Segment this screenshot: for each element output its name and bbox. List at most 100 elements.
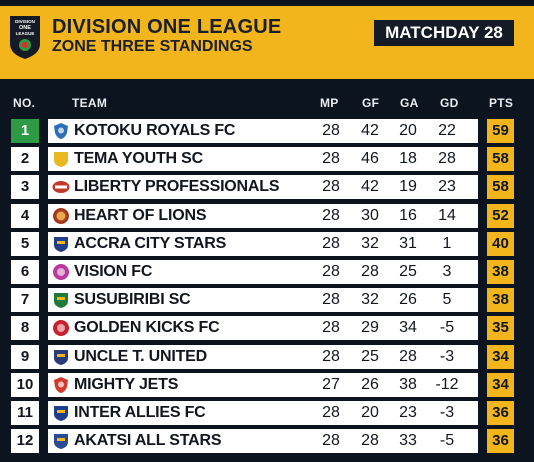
points-cell: 36 xyxy=(487,429,514,453)
matches-played-cell: 28 xyxy=(322,319,340,336)
position-cell: 1 xyxy=(11,119,39,143)
header-top-strip xyxy=(0,0,534,6)
goal-difference-cell: 3 xyxy=(442,263,452,280)
column-header-no: NO. xyxy=(13,96,36,110)
points-cell: 59 xyxy=(487,119,514,143)
goals-for-cell: 26 xyxy=(361,376,379,393)
league-logo-icon: DIVISION ONE LEAGUE xyxy=(10,16,40,59)
team-row-bar xyxy=(48,260,478,284)
goals-against-cell: 38 xyxy=(399,376,417,393)
points-cell: 36 xyxy=(487,401,514,425)
points-cell: 52 xyxy=(487,204,514,228)
goal-difference-cell: -5 xyxy=(439,432,455,449)
points-cell: 38 xyxy=(487,288,514,312)
matches-played-cell: 27 xyxy=(322,376,340,393)
goals-for-cell: 30 xyxy=(361,207,379,224)
goal-difference-cell: 14 xyxy=(438,207,456,224)
goals-against-cell: 16 xyxy=(399,207,417,224)
points-cell: 34 xyxy=(487,373,514,397)
shield-icon xyxy=(52,150,70,168)
goal-difference-cell: -3 xyxy=(439,348,455,365)
position-cell: 4 xyxy=(11,204,39,228)
table-row: 5 ACCRA CITY STARS 28 32 31 1 40 xyxy=(0,232,534,256)
table-row: 8 GOLDEN KICKS FC 28 29 34 -5 35 xyxy=(0,316,534,340)
team-row-bar xyxy=(48,175,478,199)
goals-against-cell: 25 xyxy=(399,263,417,280)
table-row: 2 TEMA YOUTH SC 28 46 18 28 58 xyxy=(0,147,534,171)
position-cell: 12 xyxy=(11,429,39,453)
goals-for-cell: 46 xyxy=(361,150,379,167)
goals-for-cell: 20 xyxy=(361,404,379,421)
goals-against-cell: 33 xyxy=(399,432,417,449)
goals-against-cell: 28 xyxy=(399,348,417,365)
position-cell: 6 xyxy=(11,260,39,284)
table-row: 10 MIGHTY JETS 27 26 38 -12 34 xyxy=(0,373,534,397)
team-name: UNCLE T. UNITED xyxy=(74,348,208,365)
goals-against-cell: 18 xyxy=(399,150,417,167)
table-row: 9 UNCLE T. UNITED 28 25 28 -3 34 xyxy=(0,345,534,369)
matches-played-cell: 28 xyxy=(322,348,340,365)
goals-against-cell: 34 xyxy=(399,319,417,336)
matches-played-cell: 28 xyxy=(322,207,340,224)
position-cell: 3 xyxy=(11,175,39,199)
team-name: ACCRA CITY STARS xyxy=(74,235,227,252)
points-cell: 58 xyxy=(487,147,514,171)
column-header-gd: GD xyxy=(440,96,459,110)
table-row: 11 INTER ALLIES FC 28 20 23 -3 36 xyxy=(0,401,534,425)
shield-icon xyxy=(52,348,70,366)
matchday-badge: MATCHDAY 28 xyxy=(374,20,514,46)
lion-icon xyxy=(52,207,70,225)
goals-against-cell: 31 xyxy=(399,235,417,252)
crest-icon xyxy=(52,122,70,140)
goals-against-cell: 20 xyxy=(399,122,417,139)
column-header-ga: GA xyxy=(400,96,419,110)
standings-subtitle: ZONE THREE STANDINGS xyxy=(52,38,253,55)
team-name: KOTOKU ROYALS FC xyxy=(74,122,236,139)
column-header-gf: GF xyxy=(362,96,380,110)
team-row-bar xyxy=(48,232,478,256)
oval-badge-icon xyxy=(52,178,70,196)
matches-played-cell: 28 xyxy=(322,178,340,195)
column-header-mp: MP xyxy=(320,96,339,110)
goal-difference-cell: -5 xyxy=(439,319,455,336)
team-row-bar xyxy=(48,147,478,171)
goals-for-cell: 32 xyxy=(361,291,379,308)
goals-against-cell: 23 xyxy=(399,404,417,421)
team-row-bar xyxy=(48,288,478,312)
goal-difference-cell: 28 xyxy=(438,150,456,167)
position-cell: 5 xyxy=(11,232,39,256)
points-cell: 58 xyxy=(487,175,514,199)
team-row-bar xyxy=(48,373,478,397)
team-name: LIBERTY PROFESSIONALS xyxy=(74,178,280,195)
shield-icon xyxy=(52,404,70,422)
table-row: 3 LIBERTY PROFESSIONALS 28 42 19 23 58 xyxy=(0,175,534,199)
svg-text:DIVISION: DIVISION xyxy=(15,19,35,24)
goal-difference-cell: 23 xyxy=(438,178,456,195)
goals-for-cell: 28 xyxy=(361,432,379,449)
position-cell: 2 xyxy=(11,147,39,171)
matches-played-cell: 28 xyxy=(322,263,340,280)
matches-played-cell: 28 xyxy=(322,291,340,308)
points-cell: 40 xyxy=(487,232,514,256)
position-cell: 10 xyxy=(11,373,39,397)
goal-difference-cell: -3 xyxy=(439,404,455,421)
position-cell: 7 xyxy=(11,288,39,312)
goals-for-cell: 29 xyxy=(361,319,379,336)
standings-header: DIVISION ONE LEAGUE DIVISION ONE LEAGUE … xyxy=(0,0,534,79)
points-cell: 34 xyxy=(487,345,514,369)
circle-badge-icon xyxy=(52,263,70,281)
team-row-bar xyxy=(48,316,478,340)
goal-difference-cell: -12 xyxy=(435,376,459,393)
team-name: HEART OF LIONS xyxy=(74,207,207,224)
column-header-pts: PTS xyxy=(489,96,514,110)
position-cell: 11 xyxy=(11,401,39,425)
position-cell: 8 xyxy=(11,316,39,340)
goals-for-cell: 32 xyxy=(361,235,379,252)
matches-played-cell: 28 xyxy=(322,150,340,167)
circle-badge-icon xyxy=(52,319,70,337)
svg-text:LEAGUE: LEAGUE xyxy=(16,31,35,36)
shield-icon xyxy=(52,432,70,450)
goal-difference-cell: 22 xyxy=(438,122,456,139)
team-row-bar xyxy=(48,119,478,143)
team-name: VISION FC xyxy=(74,263,153,280)
